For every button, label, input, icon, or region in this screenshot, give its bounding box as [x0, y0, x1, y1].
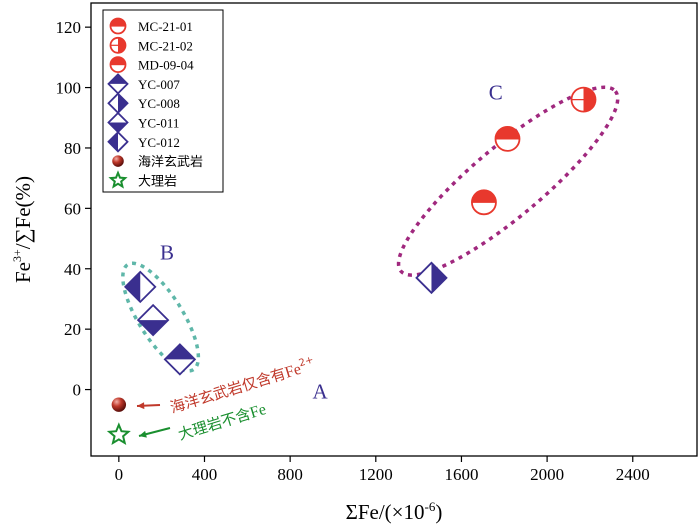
- annotation-marble-arrow-head: [139, 430, 147, 438]
- y-tick-label: 20: [64, 320, 81, 339]
- marker-fill: [138, 320, 169, 336]
- x-tick-label: 1200: [359, 465, 393, 484]
- legend-label: 大理岩: [138, 173, 177, 188]
- marker-fill: [471, 190, 496, 203]
- legend-marker: [112, 155, 124, 167]
- legend-marker: [109, 36, 127, 54]
- marker-fill: [125, 271, 141, 302]
- legend-marker: [109, 17, 127, 35]
- legend-marker: [109, 56, 127, 73]
- data-point-yc-007: [163, 343, 197, 376]
- legend-label: YC-007: [138, 77, 180, 92]
- annotation-basalt-arrow-head: [137, 402, 145, 410]
- legend-label: YC-008: [138, 96, 180, 111]
- data-point-md-09-04: [471, 189, 497, 216]
- y-tick-label: 80: [64, 139, 81, 158]
- x-tick-label: 800: [277, 465, 303, 484]
- marker-fill: [110, 57, 126, 65]
- annotations: 海洋玄武岩仅含有Fe2+大理岩不含Fe: [136, 355, 315, 444]
- legend-label: MD-09-04: [138, 58, 194, 73]
- data-point-yc-012: [123, 270, 157, 304]
- data-point-海洋玄武岩: [111, 397, 127, 412]
- legend-label: MC-21-02: [138, 38, 193, 53]
- marker-fill: [108, 74, 128, 84]
- marker-fill: [110, 18, 126, 26]
- marker-fill: [111, 397, 127, 412]
- axes: 0 400 800 1200 1600 2000 2400 0 20 40 60 80 100 120 ΣF…: [10, 18, 650, 524]
- marker-fill: [108, 132, 118, 152]
- data-point-mc-21-01: [494, 125, 521, 152]
- ellipse-group-c: [396, 85, 620, 277]
- ellipse-group-b: [121, 261, 201, 373]
- group-label: C: [489, 81, 503, 105]
- legend-label: YC-011: [138, 116, 179, 131]
- data-point-mc-21-02: [570, 86, 597, 113]
- labels: A B C: [160, 81, 503, 404]
- x-tick-label: 2400: [616, 465, 650, 484]
- marker-fill: [112, 155, 124, 167]
- data-point-yc-011: [136, 303, 170, 337]
- group-label: A: [313, 380, 329, 404]
- x-tick-label: 2000: [530, 465, 564, 484]
- marker-fill: [108, 122, 128, 132]
- y-tick-label: 100: [56, 79, 82, 98]
- data-point-yc-008: [415, 261, 448, 295]
- marker-fill: [164, 344, 195, 360]
- legend-label: YC-012: [138, 135, 180, 150]
- x-tick-label: 400: [192, 465, 218, 484]
- y-tick-label: 40: [64, 260, 81, 279]
- legend-label: MC-21-01: [138, 19, 193, 34]
- legend-label: 海洋玄武岩: [138, 154, 203, 169]
- marker-outline: [106, 422, 131, 446]
- y-axis-label: Fe3+/∑Fe(%): [10, 176, 35, 283]
- marker-fill: [495, 126, 520, 139]
- legend: MC-21-01 MC-21-02 MD-09-04 YC-007 YC-008 YC-0…: [102, 9, 224, 193]
- legend-marker: [107, 131, 129, 153]
- legend-marker: [108, 170, 128, 189]
- marker-fill: [431, 262, 447, 293]
- x-tick-label: 1600: [444, 465, 478, 484]
- x-tick-label: 0: [115, 465, 124, 484]
- x-axis-label: ΣFe/(×10-6): [346, 499, 443, 524]
- y-tick-label: 120: [56, 18, 82, 37]
- y-tick-label: 0: [73, 381, 82, 400]
- group-ellipses: [121, 85, 620, 373]
- group-label: B: [160, 241, 174, 265]
- marker-outline: [108, 170, 128, 189]
- data-point-大理岩: [106, 422, 131, 446]
- data-points: [106, 86, 597, 446]
- y-tick-label: 60: [64, 199, 81, 218]
- plot-frame: [90, 2, 698, 457]
- marker-fill: [118, 93, 128, 113]
